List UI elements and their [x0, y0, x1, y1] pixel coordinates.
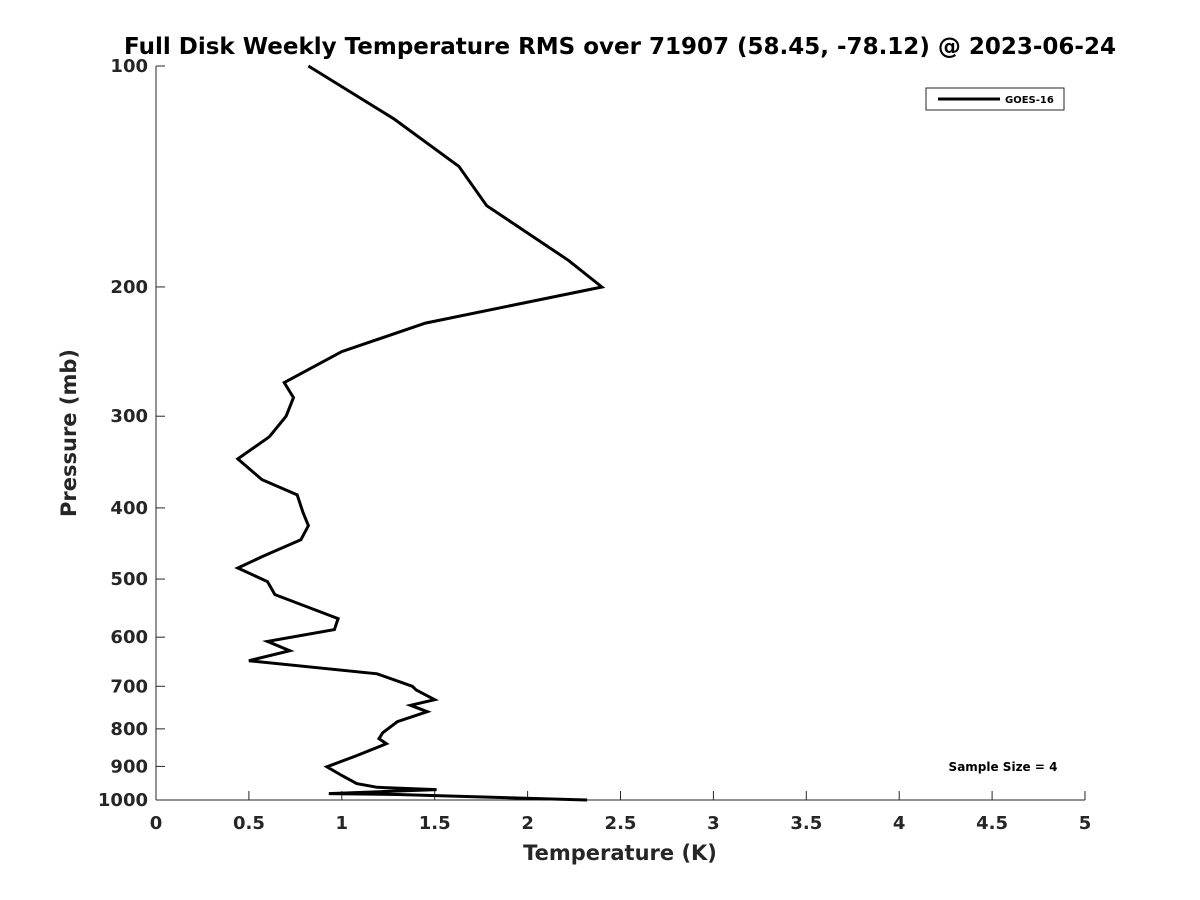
x-tick-label: 4	[893, 813, 906, 834]
x-tick-label: 1	[336, 813, 349, 834]
series-layer	[234, 64, 606, 802]
y-tick-label: 500	[110, 569, 148, 590]
x-axis-ticks: 0 0.5 1 1.5 2 2.5 3 3.5 4 4.5 5	[150, 791, 1092, 834]
y-tick-label: 600	[110, 627, 148, 648]
y-tick-label: 1000	[98, 790, 148, 811]
series-line-goes-16	[234, 64, 606, 802]
x-axis-title: Temperature (K)	[523, 841, 717, 865]
y-tick-label: 200	[110, 277, 148, 298]
chart-title: Full Disk Weekly Temperature RMS over 71…	[124, 34, 1116, 60]
x-tick-label: 0.5	[233, 813, 265, 834]
y-axis-ticks: 100 200 300 400 500 600 700 800 900 1000	[98, 56, 165, 811]
y-tick-label: 300	[110, 406, 148, 427]
legend: GOES-16	[925, 87, 1065, 111]
x-tick-label: 3.5	[790, 813, 822, 834]
y-tick-label: 100	[110, 56, 148, 77]
legend-label: GOES-16	[1005, 95, 1054, 106]
y-tick-label: 900	[110, 756, 148, 777]
x-tick-label: 5	[1079, 813, 1092, 834]
y-tick-label: 700	[110, 676, 148, 697]
y-tick-label: 800	[110, 719, 148, 740]
plot-frame	[155, 66, 1085, 801]
x-tick-label: 3	[707, 813, 720, 834]
y-axis-title: Pressure (mb)	[57, 349, 81, 517]
x-tick-label: 1.5	[419, 813, 451, 834]
x-tick-label: 0	[150, 813, 163, 834]
sample-size-annotation: Sample Size = 4	[949, 760, 1058, 774]
y-tick-label: 400	[110, 498, 148, 519]
x-tick-label: 2	[521, 813, 534, 834]
x-tick-label: 4.5	[976, 813, 1008, 834]
x-tick-label: 2.5	[605, 813, 637, 834]
